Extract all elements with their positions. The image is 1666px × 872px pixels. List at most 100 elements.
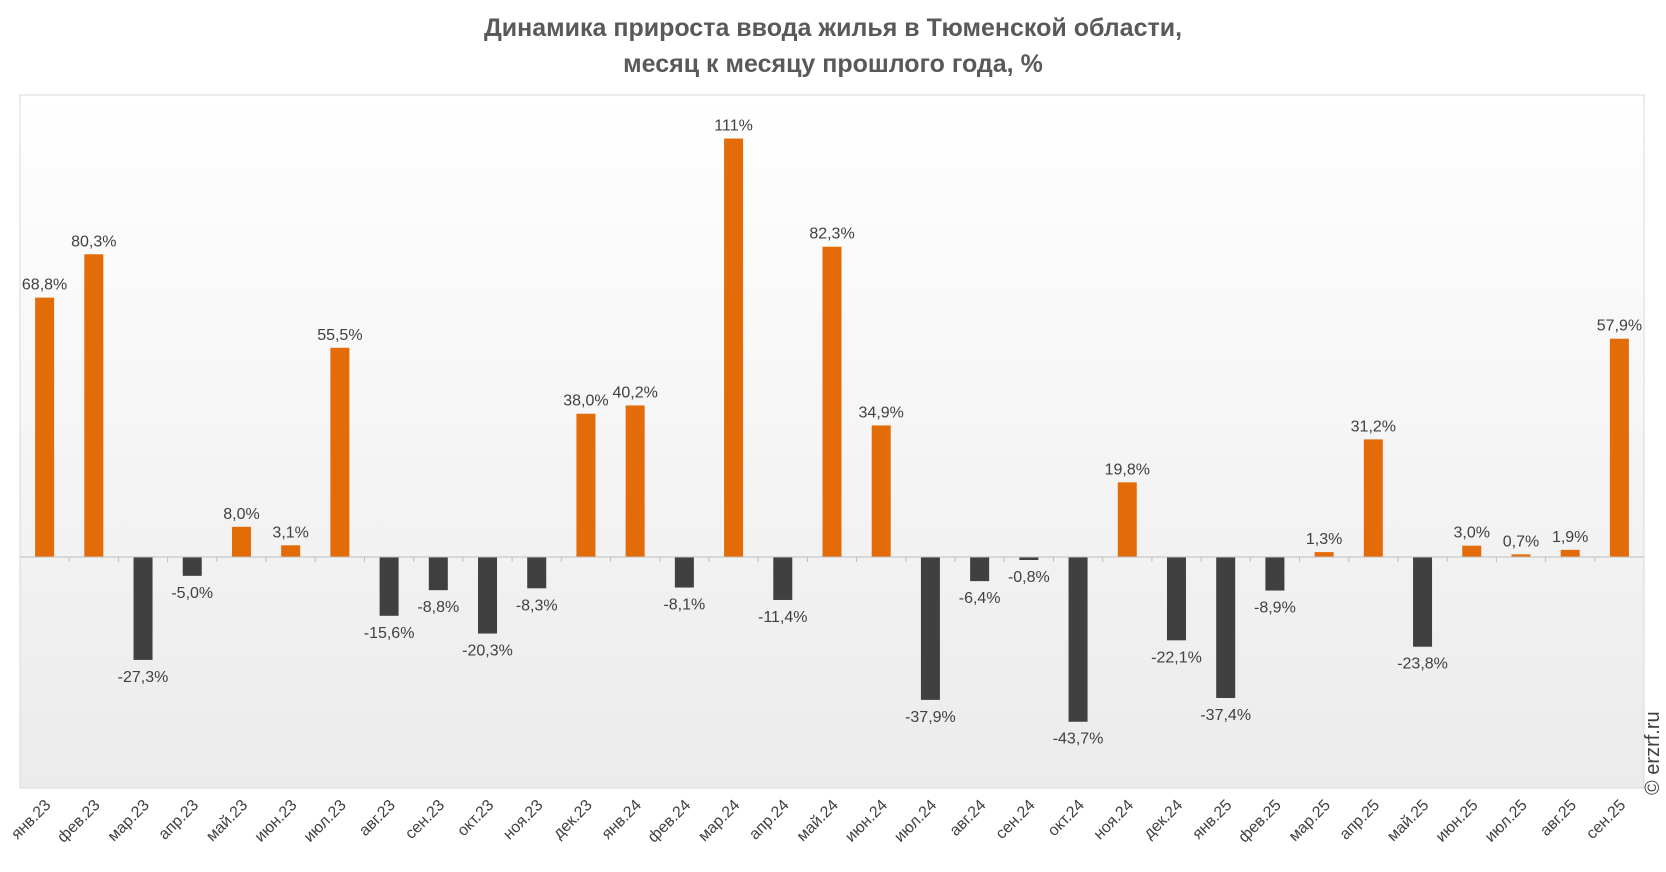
data-label: 1,9% — [1552, 529, 1588, 546]
data-label: -6,4% — [959, 590, 1001, 607]
x-tick-label: мар.23 — [105, 797, 153, 845]
data-label: 111% — [714, 118, 753, 135]
data-label: -11,4% — [758, 609, 808, 626]
x-tick-label: дек.24 — [1141, 797, 1187, 843]
bar-мар.23 — [133, 557, 153, 660]
bar-июл.25 — [1511, 554, 1531, 557]
x-tick-label: июл.24 — [891, 797, 940, 846]
x-tick-label: май.25 — [1384, 797, 1432, 845]
data-label: -8,9% — [1254, 600, 1296, 617]
x-tick-label: авг.23 — [356, 797, 399, 840]
chart-title-line-2: месяц к месяцу прошлого года, % — [623, 50, 1043, 78]
data-label: -5,0% — [171, 585, 213, 602]
bar-июл.24 — [920, 557, 940, 700]
x-tick-label: фев.24 — [645, 797, 694, 846]
bar-мар.25 — [1314, 552, 1334, 557]
data-label: 57,9% — [1597, 318, 1642, 335]
bar-авг.23 — [379, 557, 399, 616]
bar-апр.24 — [773, 557, 793, 600]
x-tick-label: июл.25 — [1482, 797, 1531, 846]
bar-апр.25 — [1363, 439, 1383, 557]
x-tick-label: сен.24 — [993, 797, 1039, 843]
bar-мар.24 — [724, 138, 744, 557]
data-label: 40,2% — [612, 384, 657, 401]
bar-сен.23 — [428, 557, 448, 591]
bar-авг.24 — [970, 557, 990, 582]
bar-янв.25 — [1216, 557, 1236, 698]
chart-title: Динамика прироста ввода жилья в Тюменско… — [0, 10, 1666, 82]
x-tick-label: окт.24 — [1045, 797, 1088, 840]
x-tick-label: янв.23 — [8, 797, 54, 843]
data-label: -43,7% — [1053, 731, 1104, 748]
x-tick-label: июн.23 — [252, 797, 301, 846]
data-label: 8,0% — [223, 506, 259, 523]
data-label: 0,7% — [1503, 533, 1539, 550]
x-tick-label: фев.25 — [1235, 797, 1284, 846]
data-label: -27,3% — [118, 669, 169, 686]
x-tick-label: авг.25 — [1537, 797, 1580, 840]
x-tick-label: янв.24 — [599, 797, 645, 843]
x-tick-label: авг.24 — [947, 797, 990, 840]
data-label: 1,3% — [1306, 531, 1342, 548]
x-tick-label: июн.25 — [1433, 797, 1482, 846]
data-label: 80,3% — [71, 233, 116, 250]
data-label: 3,0% — [1454, 525, 1490, 542]
chart-title-line-1: Динамика прироста ввода жилья в Тюменско… — [483, 14, 1183, 42]
x-tick-label: ноя.24 — [1091, 797, 1137, 843]
bar-май.24 — [822, 246, 842, 557]
bar-июн.23 — [281, 545, 301, 557]
bar-май.23 — [231, 526, 251, 557]
data-label: 68,8% — [22, 277, 67, 294]
data-label: 3,1% — [272, 524, 308, 541]
bar-ноя.23 — [527, 557, 547, 589]
data-label: -8,3% — [516, 597, 558, 614]
x-tick-label: мар.25 — [1286, 797, 1334, 845]
data-labels-group: 68,8% 80,3% -27,3% -5,0% 8,0% 3,1% 55,5% -15,6%… — [22, 118, 1642, 748]
data-label: -15,6% — [364, 625, 415, 642]
ticks-group — [68, 557, 1596, 562]
data-label: 55,5% — [317, 327, 362, 344]
bar-авг.25 — [1560, 549, 1580, 557]
x-tick-label: мар.24 — [695, 797, 743, 845]
bar-апр.23 — [182, 557, 202, 576]
bar-сен.25 — [1609, 338, 1629, 557]
bar-окт.23 — [478, 557, 498, 634]
data-label: -8,8% — [417, 599, 459, 616]
x-tick-labels-group: янв.23 фев.23 мар.23 апр.23 май.23 июн.23 июл.… — [8, 797, 1629, 846]
data-label: 82,3% — [809, 226, 854, 243]
bar-янв.24 — [625, 405, 645, 557]
data-label: 31,2% — [1351, 418, 1396, 435]
watermark: © erzrf.ru — [1642, 711, 1664, 795]
x-tick-label: окт.23 — [454, 797, 497, 840]
x-tick-label: дек.23 — [550, 797, 596, 843]
data-label: -20,3% — [462, 643, 513, 660]
data-label: 34,9% — [859, 404, 904, 421]
data-label: -8,1% — [663, 597, 705, 614]
x-tick-label: май.24 — [794, 797, 842, 845]
bar-июл.23 — [330, 347, 350, 557]
data-label: 19,8% — [1105, 461, 1150, 478]
data-label: -37,4% — [1200, 707, 1251, 724]
x-tick-label: май.23 — [203, 797, 251, 845]
x-tick-label: июн.24 — [842, 797, 891, 846]
data-label: -0,8% — [1008, 569, 1050, 586]
x-tick-label: апр.23 — [156, 797, 203, 844]
bar-янв.23 — [35, 297, 55, 557]
x-tick-label: июл.23 — [301, 797, 350, 846]
x-tick-label: апр.24 — [746, 797, 793, 844]
x-tick-label: фев.23 — [54, 797, 103, 846]
bar-сен.24 — [1019, 557, 1039, 561]
data-label: -22,1% — [1151, 649, 1202, 666]
bar-май.25 — [1413, 557, 1433, 647]
bars-group — [35, 138, 1629, 722]
bar-дек.23 — [576, 413, 596, 557]
data-label: -37,9% — [905, 709, 956, 726]
x-tick-label: апр.25 — [1337, 797, 1384, 844]
bar-фев.23 — [84, 254, 104, 558]
x-tick-label: сен.25 — [1583, 797, 1629, 843]
bar-окт.24 — [1068, 557, 1088, 722]
x-tick-label: янв.25 — [1189, 797, 1235, 843]
data-label: 38,0% — [563, 393, 608, 410]
bar-июн.25 — [1462, 545, 1482, 557]
